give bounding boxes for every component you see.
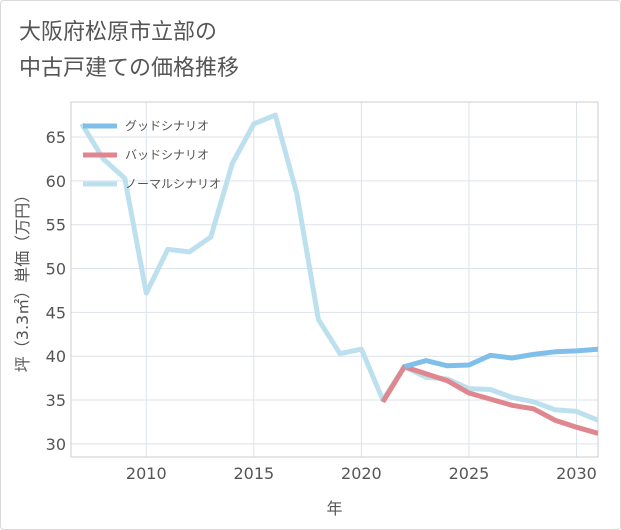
chart-title-line1: 大阪府松原市立部の [19,20,218,45]
y-tick-label: 40 [46,347,66,366]
x-tick-label: 2025 [449,464,490,483]
y-tick-label: 45 [46,303,66,322]
x-tick-label: 2010 [126,464,167,483]
series-line-1 [380,364,598,436]
series-line-2 [79,112,598,423]
y-tick-label: 60 [46,172,66,191]
chart-title: 大阪府松原市立部の 中古戸建ての価格推移 [19,15,239,87]
axis-ticks: 2010 2015 2020 2025 2030 30 35 40 45 50 55 60 65 [46,128,597,483]
legend-label: ノーマルシナリオ [125,177,221,191]
y-tick-label: 65 [46,128,66,147]
y-tick-label: 30 [46,435,66,454]
series-line-0 [403,346,598,370]
y-tick-label: 50 [46,260,66,279]
legend-label: グッドシナリオ [125,119,209,133]
y-tick-label: 35 [46,391,66,410]
y-axis-label: 坪（3.3㎡）単価（万円） [13,187,32,372]
x-tick-label: 2020 [341,464,382,483]
plot-area-border [70,101,599,458]
chart-title-line2: 中古戸建ての価格推移 [19,56,240,81]
x-axis-label: 年 [326,499,342,518]
legend-label: バッドシナリオ [125,148,209,162]
x-tick-label: 2015 [233,464,274,483]
y-tick-label: 55 [46,216,66,235]
x-tick-label: 2030 [556,464,597,483]
series-layer [79,112,598,436]
